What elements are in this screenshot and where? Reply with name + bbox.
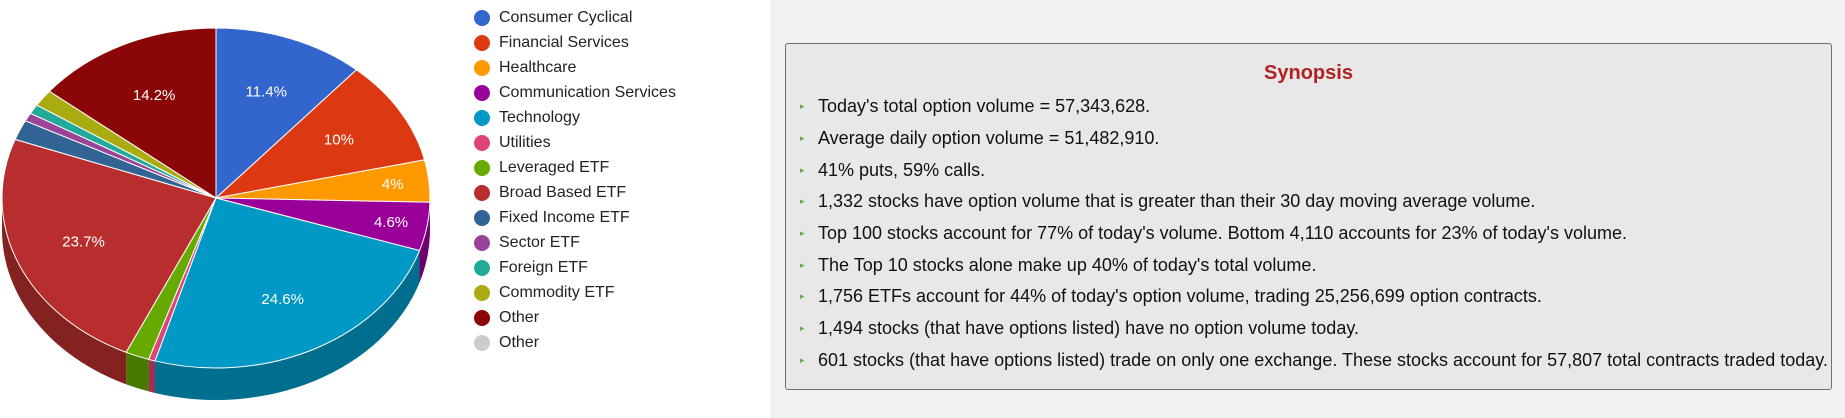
pie-slice-side xyxy=(126,352,149,392)
bullet-icon: ▸ xyxy=(800,354,805,365)
legend-label: Sector ETF xyxy=(499,233,580,251)
synopsis-item: ▸ Average daily option volume = 51,482,91… xyxy=(800,123,1831,155)
pie-slice-side xyxy=(2,198,127,385)
legend-swatch xyxy=(474,59,490,76)
bullet-icon: ▸ xyxy=(800,101,805,112)
synopsis-text: 1,756 ETFs account for 44% of today's op… xyxy=(818,286,1542,307)
pie-slice-side xyxy=(155,250,420,400)
legend-item[interactable]: Leveraged ETF xyxy=(474,155,676,180)
legend-label: Healthcare xyxy=(499,58,577,76)
bullet-icon: ▸ xyxy=(800,228,805,239)
legend-item[interactable]: Sector ETF xyxy=(474,230,676,255)
pie-slice-side xyxy=(148,359,156,393)
bullet-icon: ▸ xyxy=(800,291,805,302)
legend-label: Technology xyxy=(499,108,580,126)
synopsis-title: Synopsis xyxy=(1264,62,1353,84)
synopsis-text: Top 100 stocks account for 77% of today'… xyxy=(818,223,1627,244)
synopsis-text: Average daily option volume = 51,482,910… xyxy=(818,128,1160,149)
synopsis-item: ▸ 41% puts, 59% calls. xyxy=(800,154,1831,186)
synopsis-item: ▸ The Top 10 stocks alone make up 40% of … xyxy=(800,249,1831,281)
synopsis-box: Synopsis ▸ Today's total option volume = … xyxy=(785,43,1832,390)
synopsis-item: ▸ 1,494 stocks (that have options listed)… xyxy=(800,313,1831,345)
bullet-icon: ▸ xyxy=(800,323,805,334)
chart-legend: Consumer Cyclical Financial Services Healt… xyxy=(474,5,676,355)
legend-label: Other xyxy=(499,308,540,326)
legend-swatch xyxy=(474,309,490,326)
pie-slice[interactable] xyxy=(1,138,217,353)
pie-slice[interactable] xyxy=(214,69,426,199)
legend-item[interactable]: Fixed Income ETF xyxy=(474,205,676,230)
pie-data-label: 23.7% xyxy=(62,234,105,251)
legend-label: Fixed Income ETF xyxy=(499,208,630,226)
legend-item[interactable]: Broad Based ETF xyxy=(474,180,676,205)
synopsis-item: ▸ 601 stocks (that have options listed) t… xyxy=(800,345,1831,377)
legend-swatch xyxy=(474,159,490,176)
legend-label: Other xyxy=(499,333,540,351)
legend-swatch xyxy=(474,134,490,151)
legend-swatch xyxy=(474,284,490,301)
synopsis-item: ▸ 1,332 stocks have option volume that is… xyxy=(800,186,1831,218)
legend-swatch xyxy=(474,234,490,251)
legend-label: Communication Services xyxy=(499,83,676,101)
bullet-icon: ▸ xyxy=(800,259,805,270)
synopsis-list: ▸ Today's total option volume = 57,343,62… xyxy=(786,91,1831,376)
legend-label: Financial Services xyxy=(499,33,629,51)
legend-swatch xyxy=(474,9,490,26)
legend-item[interactable]: Other xyxy=(474,330,676,355)
pie-slice[interactable] xyxy=(154,197,421,369)
legend-label: Leveraged ETF xyxy=(499,158,610,176)
legend-item[interactable]: Consumer Cyclical xyxy=(474,5,676,30)
legend-item[interactable]: Healthcare xyxy=(474,55,676,80)
legend-label: Utilities xyxy=(499,133,551,151)
pie-slice[interactable] xyxy=(48,27,217,199)
pie-data-label: 10% xyxy=(324,131,354,148)
synopsis-item: ▸ Today's total option volume = 57,343,62… xyxy=(800,91,1831,123)
legend-label: Consumer Cyclical xyxy=(499,8,633,26)
synopsis-item: ▸ 1,756 ETFs account for 44% of today's o… xyxy=(800,281,1831,313)
pie-data-label: 4% xyxy=(382,176,404,193)
legend-swatch xyxy=(474,84,490,101)
legend-item[interactable]: Technology xyxy=(474,105,676,130)
pie-data-label: 11.4% xyxy=(246,83,287,100)
synopsis-text: 41% puts, 59% calls. xyxy=(818,159,986,180)
pie-chart: 11.4% 10% 4% 4.6% 24.6% 23.7% 14.2% xyxy=(1,27,431,400)
pie-slice[interactable] xyxy=(215,27,358,200)
pie-data-label: 4.6% xyxy=(374,214,408,231)
bullet-icon: ▸ xyxy=(800,133,805,144)
bullet-icon: ▸ xyxy=(800,196,805,207)
synopsis-text: 601 stocks (that have options listed) tr… xyxy=(818,349,1828,370)
synopsis-text: 1,332 stocks have option volume that is … xyxy=(818,191,1536,212)
pie-data-label: 24.6% xyxy=(261,291,304,308)
pie-slice-side xyxy=(419,202,430,283)
chart-area: 11.4% 10% 4% 4.6% 24.6% 23.7% 14.2% Consumer C… xyxy=(0,0,770,418)
synopsis-text: The Top 10 stocks alone make up 40% of t… xyxy=(818,254,1317,275)
legend-label: Foreign ETF xyxy=(499,258,588,276)
legend-swatch xyxy=(474,184,490,201)
legend-swatch xyxy=(474,259,490,276)
legend-label: Commodity ETF xyxy=(499,283,615,301)
legend-label: Broad Based ETF xyxy=(499,183,627,201)
legend-swatch xyxy=(474,34,490,51)
pie-data-label: 14.2% xyxy=(133,87,176,104)
synopsis-text: Today's total option volume = 57,343,628… xyxy=(818,96,1151,117)
legend-item[interactable]: Commodity ETF xyxy=(474,280,676,305)
synopsis-text: 1,494 stocks (that have options listed) … xyxy=(818,318,1359,339)
legend-swatch xyxy=(474,109,490,126)
synopsis-item: ▸ Top 100 stocks account for 77% of today… xyxy=(800,218,1831,250)
synopsis-panel: Synopsis ▸ Today's total option volume = … xyxy=(770,0,1845,418)
legend-item[interactable]: Communication Services xyxy=(474,80,676,105)
bullet-icon: ▸ xyxy=(800,164,805,175)
legend-item[interactable]: Utilities xyxy=(474,130,676,155)
legend-swatch xyxy=(474,209,490,226)
legend-item[interactable]: Financial Services xyxy=(474,30,676,55)
legend-swatch xyxy=(474,334,490,351)
legend-item[interactable]: Foreign ETF xyxy=(474,255,676,280)
legend-item[interactable]: Other xyxy=(474,305,676,330)
